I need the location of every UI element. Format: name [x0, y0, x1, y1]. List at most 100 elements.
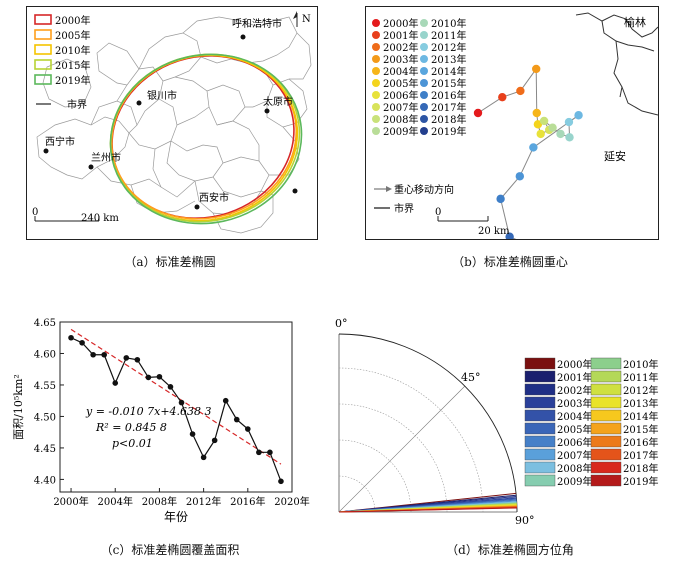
polar-ring — [338, 475, 376, 513]
ytick-label-c: 4.55 — [34, 381, 56, 392]
ellipse-2005年 — [110, 54, 298, 220]
centroid-point — [536, 129, 545, 139]
legend-label-b: 2003年 — [383, 53, 418, 66]
area-point — [189, 431, 196, 437]
legend-swatch-d — [524, 461, 556, 474]
area-point — [200, 454, 207, 461]
legend-swatch-d — [590, 396, 622, 409]
legend-swatch-d — [590, 370, 622, 383]
centroid-point — [556, 129, 565, 139]
polar-axis-45 — [338, 385, 466, 513]
city-dot-yinchuan — [136, 100, 142, 106]
legend-label-b: 2009年 — [383, 125, 418, 138]
centroid-point — [515, 172, 525, 181]
legend-label-b: 2004年 — [383, 65, 418, 78]
legend-swatch-d — [590, 422, 622, 435]
area-point — [134, 356, 141, 363]
legend-swatch-a — [34, 29, 52, 40]
legend-swatch-d — [590, 357, 622, 370]
legend-label-b: 2014年 — [431, 65, 466, 78]
legend-label-d: 2016年 — [623, 436, 658, 449]
trend-line — [70, 328, 282, 465]
scale-start-a: 0 — [32, 207, 38, 218]
legend-label-d: 2009年 — [557, 475, 592, 488]
caption-a: （a）标准差椭圆 — [124, 255, 216, 269]
regression-p: p<0.01 — [112, 437, 153, 450]
panel-c-svg: 4.40 4.45 4.50 4.55 4.60 4.65 2000年 2004年 2008年 2… — [12, 318, 310, 524]
centroid-point — [516, 86, 525, 96]
boundaries-b — [575, 12, 659, 116]
ellipse-legend: 2000年 2005年 2010年 2015年 2019年 — [34, 14, 90, 87]
polar-label-0: 0° — [335, 317, 348, 330]
legend-swatch-d — [524, 370, 556, 383]
legend-dot-b — [372, 31, 380, 39]
legend-label-d: 2003年 — [557, 397, 592, 410]
legend-label-d: 2005年 — [557, 423, 592, 436]
city-dot-lanzhou — [88, 164, 94, 170]
ytick-label-c: 4.50 — [34, 412, 56, 423]
legend-dot-b — [420, 55, 428, 63]
legend-label-b: 2018年 — [431, 113, 466, 126]
legend-label-a: 2005年 — [55, 29, 90, 42]
xtick-label-c: 2000年 — [53, 495, 88, 508]
legend-label-b: 2017年 — [431, 101, 466, 114]
xtick-label-c: 2012年 — [186, 495, 221, 508]
area-point — [68, 334, 74, 341]
ellipse-2010年 — [109, 54, 299, 222]
legend-swatch-d — [590, 383, 622, 396]
city-label-yulin: 榆林 — [624, 15, 646, 29]
centroid-point — [574, 111, 583, 120]
panel-b-svg: 榆林 延安 2000年 2010年 2001年 2011年 2002年 2012年 2003… — [372, 12, 659, 268]
legend-label-d: 2007年 — [557, 449, 592, 462]
legend-dot-b — [420, 103, 428, 111]
track-segment — [535, 68, 538, 114]
legend-swatch-a — [34, 59, 52, 70]
legend-label-a: 2000年 — [55, 14, 90, 27]
caption-d: （d）标准差椭圆方位角 — [446, 543, 574, 557]
legend-swatch-d — [590, 409, 622, 422]
scale-start-b: 0 — [435, 207, 441, 218]
ellipse-2000年 — [111, 54, 295, 220]
legend-label-d: 2006年 — [557, 436, 592, 449]
legend-dot-b — [372, 43, 380, 51]
legend-dot-b — [420, 91, 428, 99]
track-segment — [500, 175, 521, 200]
legend-label-d: 2001年 — [557, 371, 592, 384]
legend-swatch-d — [524, 357, 556, 370]
legend-label-d: 2015年 — [623, 423, 658, 436]
legend-swatch-d — [590, 435, 622, 448]
legend-label-d: 2002年 — [557, 384, 592, 397]
legend-dot-b — [420, 19, 428, 27]
city-label-lanzhou: 兰州市 — [91, 151, 121, 164]
legend-swatch-d — [590, 474, 622, 487]
legend-dot-b — [372, 67, 380, 75]
centroid-point — [532, 108, 541, 118]
city-dot-xian — [194, 204, 200, 210]
area-point — [156, 373, 163, 380]
area-point — [123, 355, 130, 361]
legend-label-d: 2018年 — [623, 462, 658, 475]
polar-outer-ring — [338, 333, 518, 513]
centroid-point — [533, 120, 543, 129]
legend-label-d: 2004年 — [557, 410, 592, 423]
legend-dot-b — [372, 103, 380, 111]
track-segment — [519, 147, 534, 177]
north-label: N — [302, 14, 311, 25]
legend-label-d: 2017年 — [623, 449, 658, 462]
polar-label-45: 45° — [461, 371, 481, 384]
boundary-legend-label-b: 市界 — [394, 202, 414, 215]
legend-dot-b — [372, 127, 380, 135]
xtick-label-c: 2004年 — [98, 495, 133, 508]
legend-label-b: 2001年 — [383, 29, 418, 42]
legend-swatch-a — [34, 44, 52, 55]
caption-b: （b）标准差椭圆重心 — [452, 255, 568, 269]
legend-label-b: 2000年 — [383, 17, 418, 30]
area-point — [167, 384, 174, 390]
legend-swatch-d — [524, 448, 556, 461]
legend-label-b: 2011年 — [431, 29, 466, 42]
legend-swatch-d — [524, 435, 556, 448]
polar-ring — [338, 403, 448, 513]
centroid-point — [529, 143, 538, 152]
city-label-yinchuan: 银川市 — [147, 89, 177, 102]
legend-swatch-a — [34, 74, 52, 85]
